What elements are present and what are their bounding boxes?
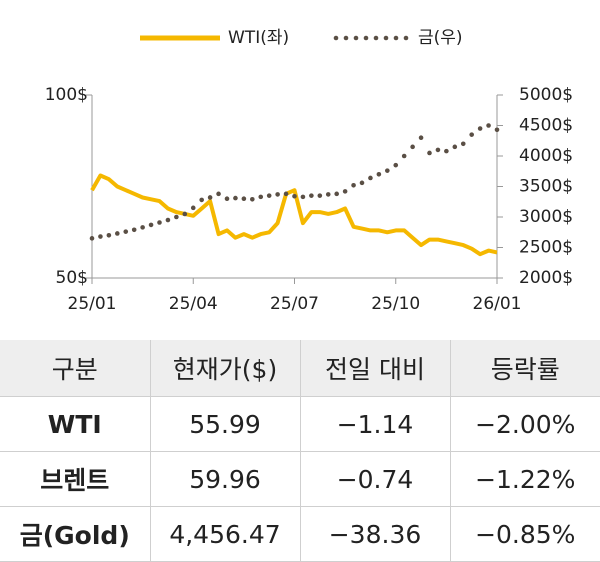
table-cell: −1.22% — [449, 451, 600, 507]
gold-point — [418, 135, 424, 140]
y-tick-label: 50$ — [56, 268, 88, 288]
gold-point — [98, 234, 103, 239]
table-cell: 55.99 — [149, 396, 300, 452]
gold-point — [224, 196, 230, 201]
y2-tick-label: 3000$ — [519, 207, 573, 227]
header-cell: 전일 대비 — [299, 340, 450, 397]
gold-point — [351, 182, 356, 188]
gold-point — [241, 196, 247, 201]
legend-label: WTI(좌) — [228, 28, 289, 48]
gold-point — [140, 225, 145, 230]
gold-point — [89, 236, 95, 241]
gold-point — [123, 229, 129, 234]
gold-point — [250, 197, 255, 202]
gold-point — [266, 193, 272, 198]
table-cell: −0.85% — [449, 506, 600, 562]
legend-label: 금(우) — [418, 28, 463, 48]
y2-tick-label: 2000$ — [519, 268, 573, 288]
gold-point — [115, 231, 120, 236]
gold-point — [157, 220, 162, 225]
gold-point — [148, 222, 154, 228]
gold-point — [486, 123, 491, 128]
gold-point — [325, 192, 331, 197]
table-cell: 59.96 — [149, 451, 300, 507]
x-tick-label: 25/04 — [169, 294, 218, 314]
gold-point — [174, 214, 179, 220]
gold-point — [216, 191, 221, 197]
gold-point — [334, 191, 339, 197]
table-row: 브렌트 59.96 −0.74 −1.22% — [0, 451, 600, 507]
gold-point — [393, 162, 399, 168]
gold-point — [106, 233, 112, 238]
gold-point — [292, 193, 297, 199]
x-tick-label: 26/01 — [473, 294, 522, 314]
y2-tick-label: 2500$ — [519, 238, 573, 258]
price-table: 구분 현재가($) 전일 대비 등락률 WTI 55.99 −1.14 −2.00% 브렌트 59… — [0, 340, 600, 562]
gold-point — [190, 205, 196, 211]
y2-tick-label: 5000$ — [519, 85, 573, 105]
gold-point — [199, 197, 204, 203]
gold-point — [233, 195, 238, 201]
gold-point — [427, 150, 432, 156]
chart: 50$ 100$ 2000$ 2500$ 3000$ 3500$ 4000$ 4500$ 500… — [45, 28, 573, 314]
gold-point — [376, 172, 382, 177]
gold-point — [283, 191, 289, 197]
y2-tick-label: 3500$ — [519, 177, 573, 197]
gold-point — [368, 175, 373, 181]
table-cell: 4,456.47 — [149, 506, 300, 562]
header-cell: 등락률 — [449, 340, 600, 397]
legend-swatch — [403, 35, 409, 41]
gold-point — [131, 227, 137, 233]
table-cell: 금(Gold) — [0, 506, 150, 562]
gold-point — [165, 217, 171, 223]
gold-point — [477, 126, 483, 131]
gold-point — [342, 189, 348, 194]
table-row: 금(Gold) 4,456.47 −38.36 −0.85% — [0, 506, 600, 562]
table-cell: −38.36 — [299, 506, 450, 562]
gold-point — [469, 132, 474, 137]
header-cell: 현재가($) — [149, 340, 300, 397]
header-row: 구분 현재가($) 전일 대비 등락률 — [0, 340, 600, 397]
legend-swatch — [353, 35, 359, 41]
gold-point — [359, 180, 365, 186]
wti-line — [90, 173, 498, 257]
gold-point — [207, 195, 213, 200]
legend-swatch — [343, 35, 349, 41]
gold-point — [309, 193, 314, 198]
gold-point — [317, 193, 323, 198]
legend-swatch — [383, 35, 389, 41]
gold-point — [410, 144, 415, 150]
x-tick-label: 25/07 — [270, 294, 319, 314]
table-cell: WTI — [0, 396, 150, 452]
x-tick-label: 25/01 — [68, 294, 117, 314]
gold-point — [275, 192, 280, 197]
y2-tick-label: 4500$ — [519, 116, 573, 136]
gold-point — [444, 148, 449, 154]
gold-point — [385, 168, 390, 173]
table-cell: −2.00% — [449, 396, 600, 452]
gold-point — [494, 127, 500, 133]
y2-tick-label: 4000$ — [519, 146, 573, 166]
table-cell: −0.74 — [299, 451, 450, 507]
gold-point — [300, 194, 306, 200]
gold-point — [401, 153, 407, 159]
legend-swatch — [333, 35, 339, 41]
table-cell: −1.14 — [299, 396, 450, 452]
table-row: WTI 55.99 −1.14 −2.00% — [0, 396, 600, 452]
gold-point — [460, 141, 466, 147]
x-tick-label: 25/10 — [371, 294, 420, 314]
gold-point — [182, 211, 188, 217]
table-cell: 브렌트 — [0, 451, 150, 507]
header-cell: 구분 — [0, 340, 150, 397]
gold-point — [435, 147, 441, 153]
gold-point — [452, 144, 458, 150]
legend-swatch — [373, 35, 379, 41]
y-tick-label: 100$ — [45, 85, 88, 105]
legend-swatch — [363, 35, 369, 41]
gold-point — [258, 194, 264, 200]
legend-swatch — [393, 35, 399, 41]
